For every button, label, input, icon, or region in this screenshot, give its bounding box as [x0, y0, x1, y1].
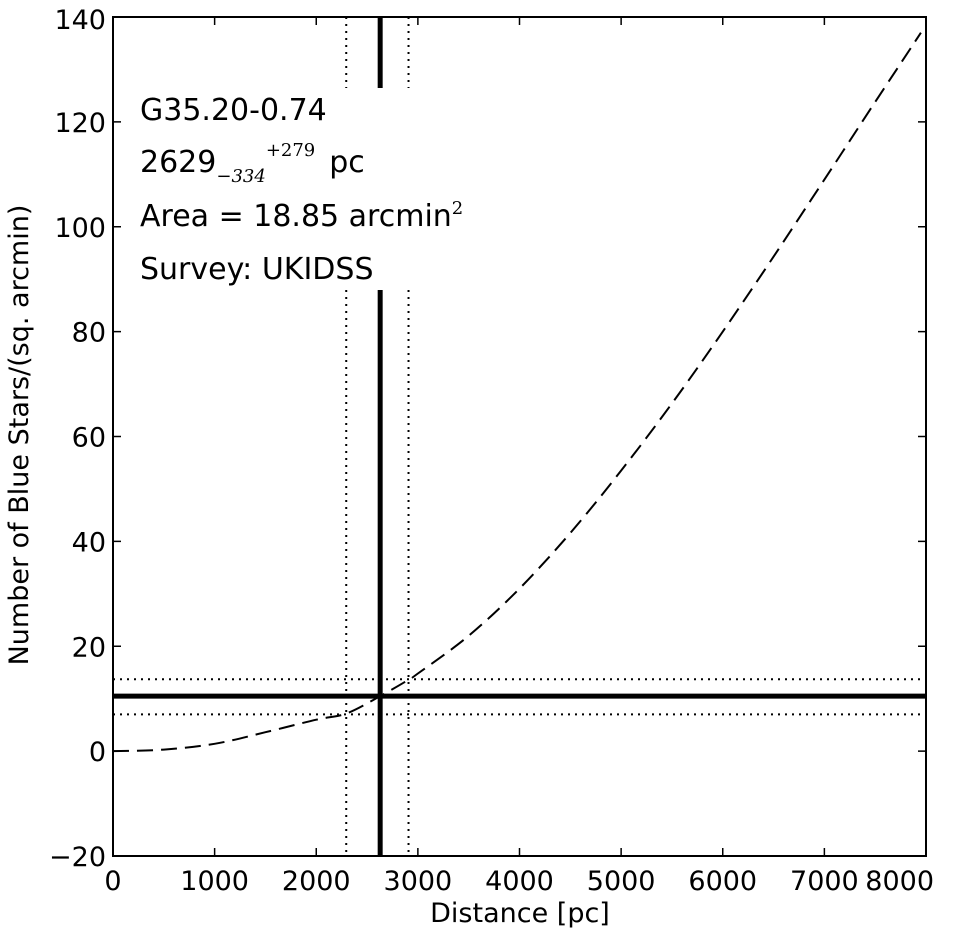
x-tick-label: 4000 — [485, 866, 554, 897]
distance-label: 2629−334+279 pc — [140, 140, 365, 187]
x-tick-label: 1000 — [180, 866, 249, 897]
axis-ticks — [112, 16, 927, 857]
y-tick-label: 20 — [72, 632, 106, 663]
x-tick-label: 0 — [104, 866, 121, 897]
annotation-block: G35.20-0.74 2629−334+279 pc Area = 18.85 … — [132, 88, 463, 290]
y-tick-label: 60 — [72, 423, 106, 454]
y-tick-label: 0 — [89, 737, 106, 768]
distance-plus-error: +279 — [266, 140, 315, 161]
x-tick-label: 3000 — [384, 866, 453, 897]
x-tick-label: 8000 — [865, 866, 934, 897]
y-axis-label: Number of Blue Stars/(sq. arcmin) — [4, 205, 35, 666]
y-tick-label: 100 — [54, 213, 106, 244]
y-tick-label: 40 — [72, 527, 106, 558]
annotation-backdrop — [132, 88, 416, 290]
area-text: Area = 18.85 arcmin — [140, 199, 452, 234]
x-tick-label: 6000 — [688, 866, 757, 897]
survey-label: Survey: UKIDSS — [140, 252, 373, 287]
x-tick-label: 7000 — [790, 866, 859, 897]
distance-minus-error: −334 — [216, 166, 265, 187]
axis-tick-labels: 0 1000 2000 3000 4000 5000 6000 7000 8000−200204… — [49, 5, 934, 897]
y-tick-label: −20 — [49, 842, 106, 873]
y-tick-label: 80 — [72, 318, 106, 349]
model-curve-0 — [112, 32, 922, 753]
distance-value: 2629 — [140, 145, 216, 180]
distance-unit: pc — [329, 145, 365, 180]
y-tick-label: 120 — [54, 108, 106, 139]
x-axis-label: Distance [pc] — [430, 898, 610, 929]
cloud-name-label: G35.20-0.74 — [140, 93, 327, 128]
y-tick-label: 140 — [54, 5, 106, 36]
x-tick-label: 5000 — [587, 866, 656, 897]
x-tick-label: 2000 — [282, 866, 351, 897]
area-label: Area = 18.85 arcmin2 — [140, 198, 463, 234]
area-exponent: 2 — [452, 198, 463, 219]
